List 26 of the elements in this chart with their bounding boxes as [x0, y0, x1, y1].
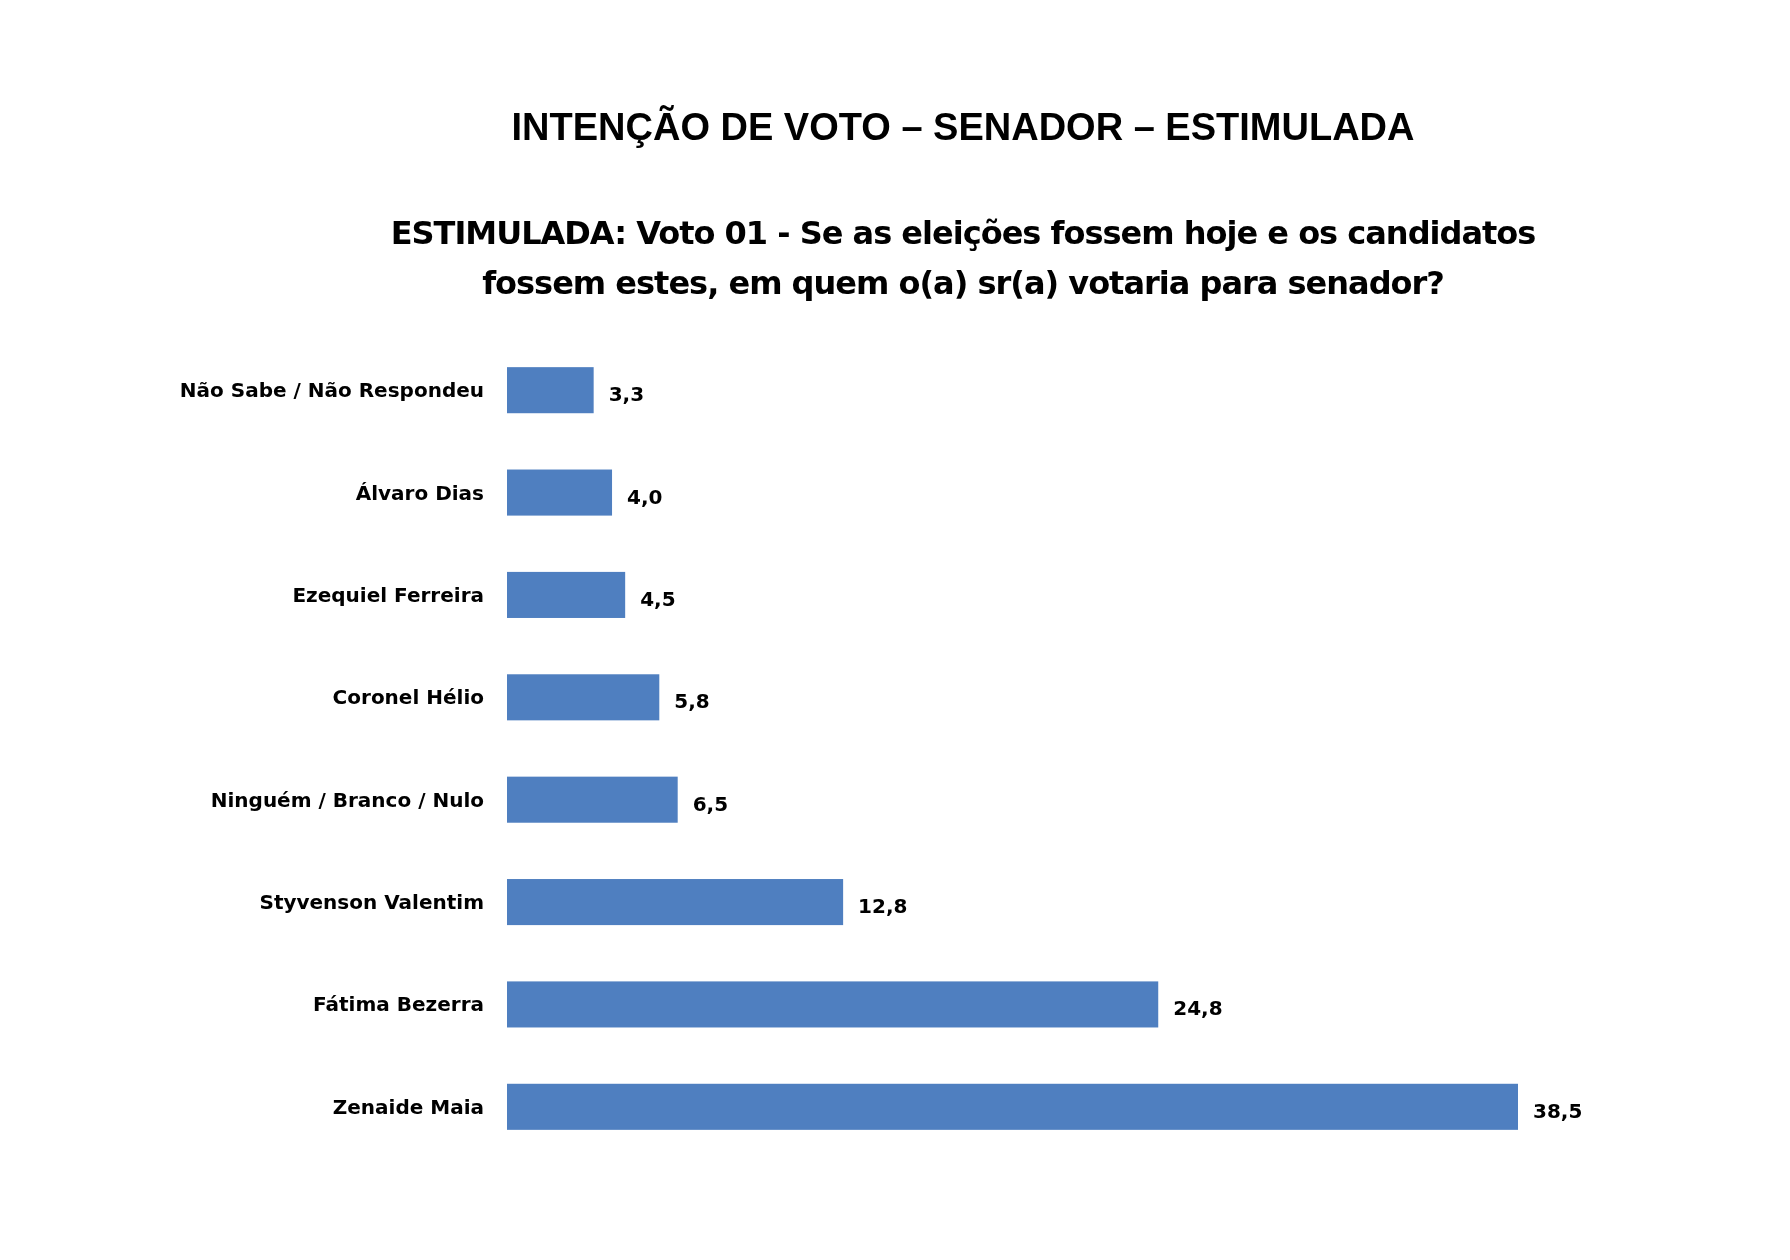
data-label: 24,8 — [1173, 996, 1223, 1021]
data-label: 12,8 — [858, 894, 908, 919]
y-tick-label: Zenaide Maia — [332, 1094, 484, 1119]
bar — [507, 674, 660, 721]
bar — [507, 367, 594, 414]
chart-title: INTENÇÃO DE VOTO – SENADOR – ESTIMULADA — [510, 106, 1416, 149]
data-label: 4,0 — [627, 484, 663, 509]
bar — [507, 469, 613, 516]
bar — [507, 879, 844, 926]
bar — [507, 981, 1159, 1028]
data-label: 5,8 — [674, 689, 710, 714]
y-tick-label: Styvenson Valentim — [259, 890, 484, 915]
data-label: 4,5 — [640, 586, 676, 611]
y-tick-label: Não Sabe / Não Respondeu — [179, 378, 484, 403]
y-tick-label: Coronel Hélio — [332, 685, 484, 710]
y-tick-label: Álvaro Dias — [355, 480, 484, 505]
bar — [507, 571, 626, 618]
data-label: 38,5 — [1533, 1098, 1583, 1123]
bar — [507, 776, 678, 823]
y-tick-label: Fátima Bezerra — [313, 992, 484, 1017]
y-tick-label: Ezequiel Ferreira — [292, 582, 484, 607]
chart-subtitle: ESTIMULADA: Voto 01 - Se as eleições fossem hoje e os candidatos fossem estes, em quem o(a) sr(a) votaria para senador? — [389, 213, 1537, 304]
bar — [507, 1083, 1518, 1130]
data-label: 6,5 — [692, 791, 729, 816]
data-label: 3,3 — [608, 382, 645, 407]
y-tick-label: Ninguém / Branco / Nulo — [210, 787, 484, 812]
